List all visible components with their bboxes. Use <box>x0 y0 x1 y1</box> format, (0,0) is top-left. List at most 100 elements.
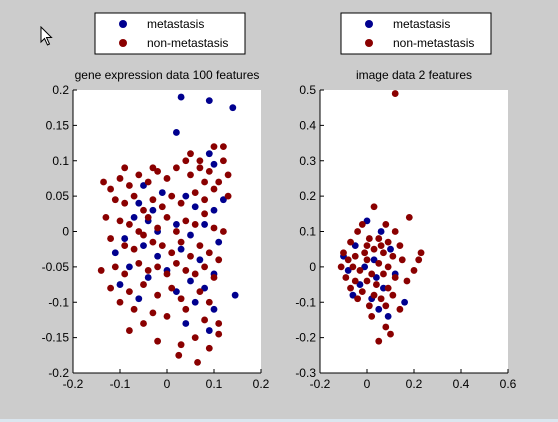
data-point <box>116 298 124 306</box>
data-point <box>173 129 180 136</box>
data-point <box>215 330 223 338</box>
plot-area <box>73 90 261 373</box>
data-point <box>389 252 397 260</box>
data-point <box>140 206 147 214</box>
data-point <box>215 320 223 327</box>
data-point <box>210 274 218 281</box>
data-point <box>387 330 394 338</box>
data-point <box>205 97 213 105</box>
data-point <box>342 274 350 281</box>
data-point <box>182 192 190 200</box>
data-point <box>121 199 129 207</box>
legend-label: non-metastasis <box>393 36 474 50</box>
data-point <box>121 164 129 172</box>
data-point <box>210 305 218 313</box>
data-point <box>196 242 204 250</box>
data-point <box>107 284 114 292</box>
y-tick-label: -0.3 <box>295 366 316 380</box>
data-point <box>201 178 209 186</box>
data-point <box>177 199 185 207</box>
data-point <box>111 263 119 271</box>
legend: metastasis non-metastasis <box>94 12 246 55</box>
y-tick-label: -0.2 <box>295 331 316 345</box>
data-point <box>375 259 383 267</box>
data-point <box>358 288 366 296</box>
data-point <box>168 249 176 257</box>
data-point <box>187 171 194 179</box>
data-point <box>220 143 227 151</box>
data-point <box>107 235 114 242</box>
data-point <box>405 213 413 221</box>
window-bottom-strip <box>0 419 558 422</box>
legend-marker <box>365 20 373 28</box>
data-point <box>158 242 166 250</box>
data-point <box>182 157 190 165</box>
data-point <box>370 291 378 299</box>
data-point <box>210 185 218 193</box>
data-point <box>370 245 378 253</box>
data-point <box>177 245 185 253</box>
chart-1: gene expression data 100 features-0.2-0.… <box>42 12 270 391</box>
data-point <box>382 323 390 331</box>
data-point <box>231 291 239 299</box>
data-point <box>121 242 129 250</box>
data-point <box>201 210 209 218</box>
data-point <box>116 281 124 288</box>
data-point <box>384 263 392 271</box>
data-point <box>377 295 385 303</box>
y-tick-label: 0.1 <box>52 154 69 168</box>
data-point <box>215 256 223 264</box>
data-point <box>375 235 383 242</box>
data-point <box>163 213 171 221</box>
data-point <box>205 344 213 352</box>
data-point <box>135 199 143 207</box>
data-point <box>163 313 171 320</box>
data-point <box>121 270 129 278</box>
data-point <box>363 277 371 285</box>
data-point <box>361 263 369 271</box>
data-point <box>102 213 110 221</box>
data-point <box>347 238 354 246</box>
data-point <box>373 274 380 281</box>
data-point <box>130 305 138 313</box>
x-tick-label: 0.4 <box>453 377 470 391</box>
data-point <box>111 196 119 204</box>
data-point <box>363 242 371 250</box>
data-point <box>351 242 359 250</box>
data-point <box>173 288 180 296</box>
data-point <box>191 189 199 196</box>
data-point <box>415 256 423 264</box>
data-point <box>384 284 392 292</box>
data-point <box>154 337 162 345</box>
data-point <box>377 228 385 235</box>
data-point <box>194 358 201 366</box>
data-point <box>173 259 180 267</box>
data-point <box>396 305 404 313</box>
data-point <box>191 221 199 228</box>
series-metastasis <box>111 93 239 334</box>
data-point <box>182 267 190 274</box>
data-point <box>410 267 418 274</box>
x-tick-label: 0.2 <box>406 377 423 391</box>
data-point <box>380 284 387 292</box>
mouse-pointer-icon <box>40 25 54 51</box>
data-point <box>368 313 376 320</box>
legend: metastasis non-metastasis <box>340 12 492 55</box>
data-point <box>205 327 213 334</box>
data-point <box>396 242 404 250</box>
data-point <box>182 320 190 327</box>
data-point <box>205 150 213 158</box>
data-point <box>154 291 162 299</box>
data-point <box>144 274 152 281</box>
series-non-metastasis <box>97 143 232 366</box>
y-tick-label: -0.05 <box>42 260 70 274</box>
y-tick-label: 0.15 <box>46 118 70 132</box>
data-point <box>363 256 371 264</box>
data-point <box>149 206 157 214</box>
y-tick-label: 0.05 <box>46 189 70 203</box>
legend-label: metastasis <box>147 17 204 31</box>
data-point <box>403 277 411 285</box>
data-point <box>149 238 157 246</box>
data-point <box>116 175 124 182</box>
x-tick-label: 0.2 <box>253 377 270 391</box>
